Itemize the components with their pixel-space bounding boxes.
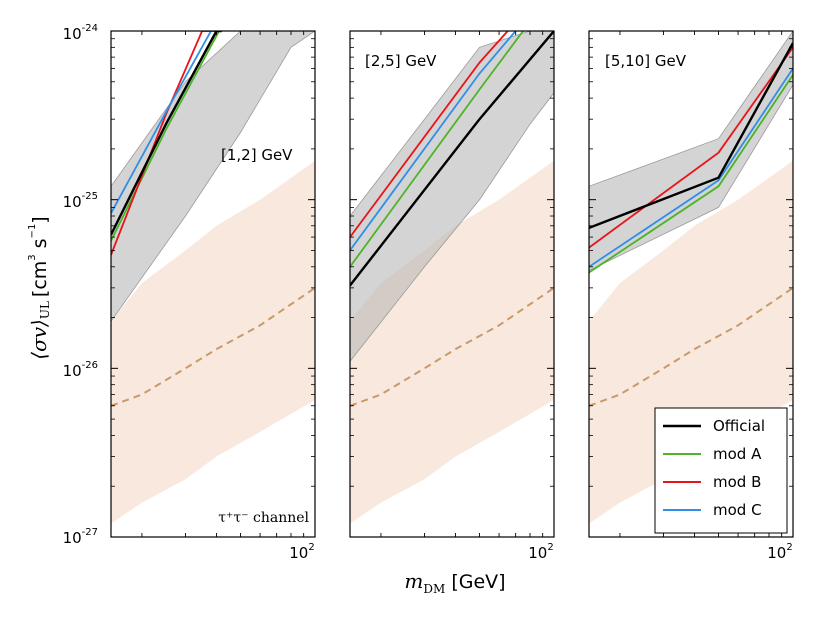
- series-line-official-1-2: [111, 31, 222, 236]
- expected-band-2-5: [350, 160, 554, 524]
- y-axis-title-sub: UL: [38, 301, 52, 319]
- x-axis-title-sub: DM: [423, 582, 445, 596]
- series-line-official-5-10: [589, 42, 793, 230]
- legend-label-modC: mod C: [713, 501, 762, 519]
- expected-median-line-2-5: [350, 287, 554, 407]
- x-axis-title-main: m: [404, 569, 423, 593]
- panel-2-5-gev-plot-area: [350, 31, 554, 524]
- legend: Official mod A mod B mod C: [654, 407, 788, 534]
- x-axis-ticks: 102 102 102: [289, 542, 792, 562]
- series-line-modC-2-5: [350, 31, 517, 251]
- y-tick-1e-26: 10-26: [63, 360, 98, 380]
- panel-5-10-gev-plot-area: [589, 31, 793, 524]
- expected-band-1-2: [111, 160, 315, 524]
- y-tick-1e-24: 10-24: [63, 23, 98, 43]
- y-axis-title: ⟨σv⟩UL [cm3 s−1]: [27, 216, 52, 359]
- y-axis-units-sup: −1: [27, 224, 38, 239]
- panel-5-10-gev-label: [5,10] GeV: [605, 52, 687, 70]
- expected-band-5-10: [589, 160, 793, 524]
- panel-1-2-gev: [1,2] GeV τ⁺τ⁻ channel: [110, 30, 316, 538]
- series-line-official-2-5: [350, 31, 554, 287]
- y-axis-units-b: s: [29, 238, 51, 248]
- y-axis-units-sup3: 3: [27, 254, 38, 260]
- legend-label-modA: mod A: [713, 445, 762, 463]
- x-tick-panel-3: 102: [767, 542, 792, 562]
- official-band-2-5: [350, 31, 554, 363]
- expected-median-line-1-2: [111, 287, 315, 407]
- x-tick-panel-2: 102: [528, 542, 553, 562]
- x-axis-title-units: [GeV]: [451, 571, 505, 593]
- panel-2-5-gev-frame: [349, 30, 555, 538]
- y-tick-1e-27: 10-27: [63, 527, 98, 547]
- series-line-modC-5-10: [589, 67, 793, 268]
- expected-median-line-5-10: [589, 287, 793, 407]
- panel-1-2-gev-label: [1,2] GeV: [221, 146, 293, 164]
- x-axis-title: mDM [GeV]: [404, 569, 505, 596]
- series-line-modC-1-2: [111, 31, 222, 214]
- y-axis-ticks: 10-24 10-25 10-26 10-27: [63, 23, 98, 547]
- legend-label-official: Official: [713, 417, 765, 435]
- series-line-modB-5-10: [589, 46, 793, 249]
- panel-5-10-gev-frame: [588, 30, 794, 538]
- y-axis-title-main: ⟨σv⟩: [27, 319, 51, 360]
- panel-1-2-gev-frame: [110, 30, 316, 538]
- series-line-modA-2-5: [350, 31, 524, 268]
- panel-2-5-gev: [2,5] GeV: [349, 30, 555, 538]
- y-axis-units-c: ]: [29, 216, 51, 223]
- y-axis-units-a: [cm: [29, 261, 51, 297]
- y-tick-1e-25: 10-25: [63, 191, 98, 211]
- panel-1-2-gev-plot-area: [111, 31, 315, 524]
- legend-label-modB: mod B: [713, 473, 761, 491]
- series-line-modB-1-2: [111, 31, 222, 256]
- panel-5-10-gev: [5,10] GeV: [588, 30, 794, 538]
- channel-label: τ⁺τ⁻ channel: [218, 510, 309, 526]
- svg-text:⟨σv⟩UL[cm3s−1]: ⟨σv⟩UL [cm3 s−1]: [27, 216, 52, 359]
- official-band-1-2: [111, 31, 315, 322]
- panel-2-5-gev-label: [2,5] GeV: [365, 52, 437, 70]
- series-line-modA-5-10: [589, 74, 793, 274]
- legend-box: [654, 407, 788, 534]
- x-tick-panel-1: 102: [289, 542, 314, 562]
- series-line-modB-2-5: [350, 31, 509, 238]
- svg-text:mDM[GeV]: mDM [GeV]: [404, 569, 505, 596]
